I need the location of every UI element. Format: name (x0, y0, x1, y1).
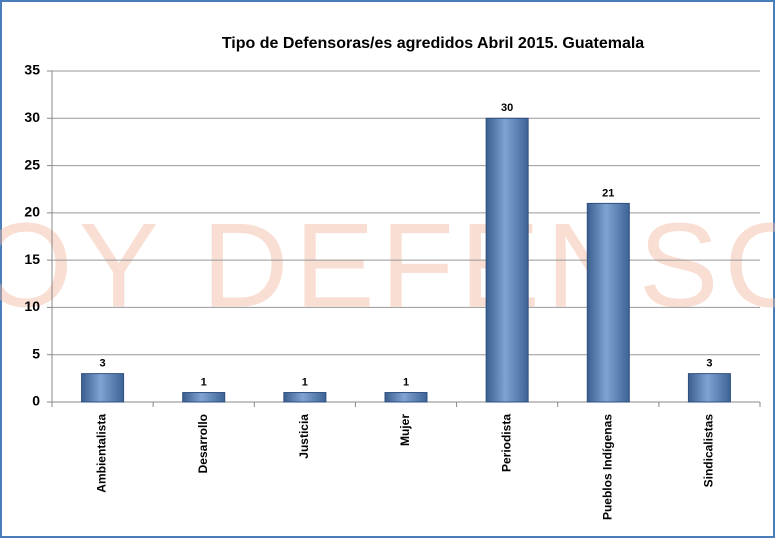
y-tick-label: 25 (24, 156, 40, 172)
value-label: 3 (100, 358, 106, 370)
y-tick-label: 0 (32, 393, 40, 409)
bar (586, 202, 630, 403)
value-label: 1 (302, 376, 308, 388)
bar (687, 373, 731, 403)
y-tick-label: 30 (24, 109, 40, 125)
bar (485, 117, 529, 403)
y-tick-label: 20 (24, 204, 40, 220)
bar (81, 373, 125, 403)
value-label: 30 (501, 102, 513, 114)
value-label: 3 (706, 358, 712, 370)
x-tick-label: Pueblos Indígenas (600, 414, 614, 520)
value-label: 1 (403, 376, 409, 388)
y-tick-label: 5 (32, 345, 40, 361)
x-tick-label: Justicia (297, 414, 311, 459)
watermark: SOY DEFENSOR (0, 199, 775, 333)
x-tick-label: Ambientalista (95, 414, 109, 493)
bar (283, 392, 327, 403)
x-tick-label: Sindicalistas (702, 414, 716, 488)
x-tick-label: Mujer (398, 414, 412, 446)
x-tick-label: Desarrollo (196, 414, 210, 473)
value-label: 21 (602, 187, 614, 199)
value-label: 1 (201, 376, 207, 388)
chart-title: Tipo de Defensoras/es agredidos Abril 20… (222, 35, 644, 52)
x-tick-label: Periodista (499, 414, 513, 472)
y-tick-label: 10 (24, 298, 40, 314)
bar (384, 392, 428, 403)
y-tick-label: 35 (24, 62, 40, 78)
y-tick-label: 15 (24, 251, 40, 267)
bar (182, 392, 226, 403)
